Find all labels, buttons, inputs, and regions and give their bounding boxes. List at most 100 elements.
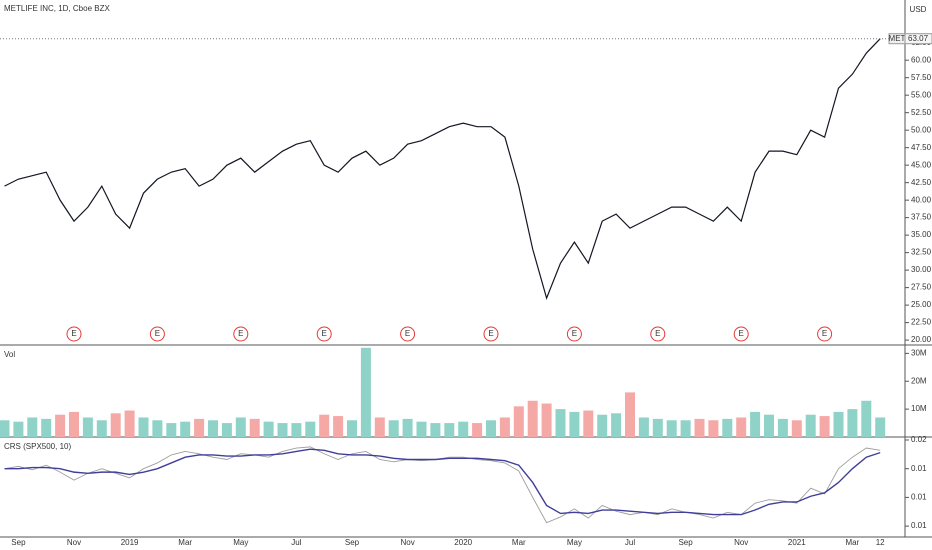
volume-bar [194,418,205,437]
volume-bar [444,423,455,437]
y-tick-label: 40.00 [911,195,932,204]
volume-bar [722,418,733,437]
volume-bar [347,420,357,437]
volume-bar [847,409,858,437]
y-tick-label: 30.00 [911,265,932,274]
x-tick-label: Nov [734,538,748,547]
y-tick-label: 57.50 [911,73,932,82]
x-tick-label: Mar [512,538,526,547]
volume-bar [374,417,385,437]
earnings-label: E [488,329,493,338]
earnings-label: E [71,329,76,338]
earnings-marker [233,326,249,342]
volume-bar [138,417,149,437]
y-tick-label: 37.50 [911,213,932,222]
currency-label: USD [910,5,927,14]
earnings-marker [817,326,833,342]
earnings-label: E [322,329,327,338]
earnings-marker [149,326,165,342]
earnings-label: E [739,329,744,338]
volume-bar [263,421,274,437]
volume-bar [708,420,719,437]
volume-bar [861,400,872,437]
x-tick-label: Sep [345,538,360,547]
volume-bar [486,420,496,437]
volume-bar [458,421,469,437]
y-tick-label: 0.02 [911,435,927,444]
volume-bar [430,423,441,437]
earnings-label: E [405,329,410,338]
x-tick-label: May [567,538,582,547]
x-tick-label: Sep [678,538,693,547]
y-tick-label: 0.01 [911,464,927,473]
symbol-label: MET [889,34,906,43]
chart-title: METLIFE INC, 1D, Cboe BZX [4,4,110,13]
y-tick-label: 60.00 [911,55,932,64]
earnings-marker [650,326,666,342]
volume-bar [555,409,566,437]
y-tick-label: 0.01 [911,492,927,501]
volume-bar [388,420,399,437]
volume-bar [583,410,594,437]
volume-bar [694,418,705,437]
volume-bar [833,411,844,437]
x-tick-label: Sep [11,538,26,547]
x-tick-label: Jul [625,538,635,547]
y-tick-label: 35.00 [911,230,932,239]
volume-bar [791,420,802,437]
volume-bar [319,414,330,437]
x-tick-label: 2021 [788,538,806,547]
x-tick-label: 2019 [121,538,139,547]
crs-line [4,448,881,516]
y-tick-label: 25.00 [911,300,932,309]
earnings-marker [566,326,582,342]
earnings-label: E [238,329,243,338]
volume-bar [611,413,622,437]
volume-bar [666,420,677,437]
volume-bar [569,411,580,437]
volume-bar [805,414,816,437]
volume-bar [597,414,608,437]
volume-bar [875,417,886,437]
volume-bar [638,417,649,437]
volume-bar [680,420,691,437]
y-tick-label: 52.50 [911,108,932,117]
volume-bar [527,400,538,437]
volume-bar [0,420,10,437]
volume-bar [124,410,135,437]
volume-bar [750,411,761,437]
volume-bar [360,347,371,437]
y-tick-label: 50.00 [911,125,932,134]
earnings-marker [733,326,749,342]
x-tick-label: Mar [178,538,192,547]
volume-bar [541,403,552,437]
volume-bar [166,423,177,437]
volume-bar [41,418,52,437]
volume-bar [736,417,747,437]
volume-bar [499,417,510,437]
x-tick-label: Nov [400,538,414,547]
last-price-tag [904,33,932,45]
volume-bar [764,414,774,437]
y-tick-label: 27.50 [911,283,932,292]
volume-bar [27,417,38,437]
last-price-label: 63.07 [908,34,929,43]
volume-bar [55,414,66,437]
earnings-marker [400,326,416,342]
volume-bar [472,423,483,437]
volume-title: Vol [4,350,15,359]
earnings-label: E [822,329,827,338]
x-tick-label: 12 [876,538,885,547]
earnings-marker [483,326,499,342]
volume-bar [13,421,24,437]
x-tick-label: May [233,538,248,547]
y-tick-label: 20M [911,376,927,385]
y-tick-label: 47.50 [911,143,932,152]
volume-bar [180,421,191,437]
y-tick-label: 0.01 [911,521,927,530]
volume-bar [513,406,524,437]
earnings-marker [316,326,332,342]
volume-bar [305,421,316,437]
y-tick-label: 22.50 [911,318,932,327]
